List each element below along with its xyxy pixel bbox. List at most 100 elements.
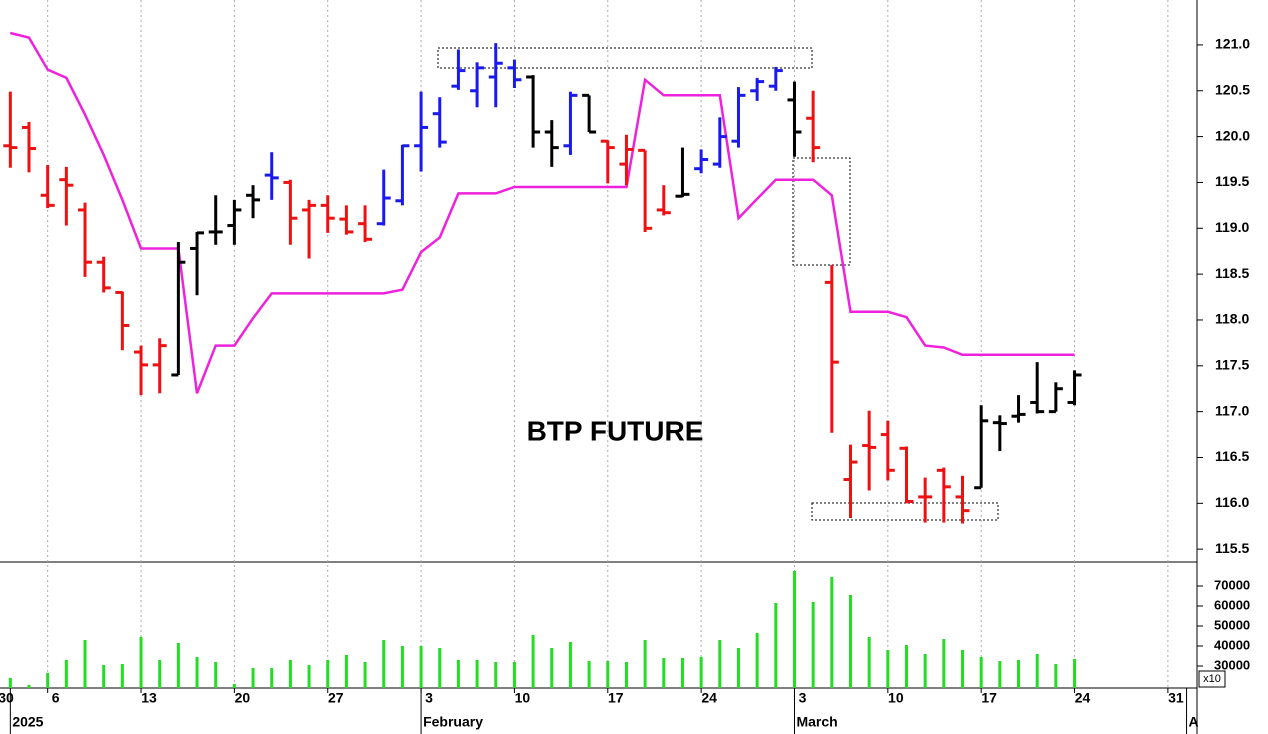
y-tick-label: 115.5 bbox=[1215, 540, 1249, 556]
volume-bar bbox=[550, 648, 554, 688]
volume-bar bbox=[643, 640, 647, 688]
volume-bar bbox=[568, 642, 572, 688]
volume-bar bbox=[1035, 654, 1039, 688]
volume-bar bbox=[102, 665, 106, 688]
annotation: BTP FUTURE bbox=[527, 415, 704, 446]
volume-bar bbox=[438, 648, 442, 688]
volume-bar bbox=[363, 662, 367, 688]
y-tick-label: 40000 bbox=[1214, 637, 1250, 652]
x-tick-label: 17 bbox=[608, 690, 624, 706]
volume-bar bbox=[382, 640, 386, 688]
volume-bar bbox=[344, 655, 348, 688]
volume-bar bbox=[662, 658, 666, 688]
volume-bar bbox=[624, 662, 628, 688]
gap-box bbox=[792, 157, 851, 266]
volume-bar bbox=[475, 660, 479, 688]
volume-bar bbox=[307, 665, 311, 688]
volume-bar bbox=[176, 643, 180, 688]
month-label: February bbox=[423, 714, 483, 730]
volume-bar bbox=[811, 602, 815, 688]
volume-bar bbox=[699, 657, 703, 688]
x-tick-label: 24 bbox=[701, 690, 717, 706]
month-label: A bbox=[1189, 714, 1199, 730]
volume-bar bbox=[867, 637, 871, 688]
volume-unit: x10 bbox=[1203, 673, 1221, 685]
volume-bar bbox=[848, 595, 852, 688]
x-tick-label: 24 bbox=[1075, 690, 1091, 706]
volume-bar bbox=[830, 577, 834, 688]
y-tick-label: 50000 bbox=[1214, 617, 1250, 632]
volume-bar bbox=[923, 654, 927, 688]
y-tick-label: 121.0 bbox=[1215, 36, 1250, 52]
x-tick-label: 10 bbox=[888, 690, 904, 706]
y-tick-label: 120.0 bbox=[1215, 127, 1250, 143]
volume-bar bbox=[46, 673, 50, 688]
x-tick-label: 20 bbox=[235, 690, 251, 706]
volume-bar bbox=[288, 660, 292, 688]
y-tick-label: 70000 bbox=[1214, 577, 1250, 592]
volume-bar bbox=[680, 658, 684, 688]
volume-bar bbox=[755, 633, 759, 688]
x-tick-label: 31 bbox=[1168, 690, 1184, 706]
volume-bar bbox=[214, 662, 218, 688]
volume-bar bbox=[979, 657, 983, 688]
volume-bar bbox=[736, 648, 740, 688]
x-tick-label: 6 bbox=[52, 690, 60, 706]
volume-bar bbox=[1054, 664, 1058, 688]
volume-bar bbox=[942, 639, 946, 688]
x-tick-label: 17 bbox=[981, 690, 997, 706]
volume-bar bbox=[139, 637, 143, 688]
volume-bar bbox=[774, 603, 778, 688]
volume-bar bbox=[494, 662, 498, 688]
volume-bar bbox=[718, 640, 722, 688]
x-tick-label: 13 bbox=[141, 690, 157, 706]
month-label: 2025 bbox=[12, 714, 43, 730]
volume-bar bbox=[158, 660, 162, 688]
x-tick-label: 10 bbox=[515, 690, 531, 706]
volume-bar bbox=[1073, 659, 1077, 688]
y-tick-label: 117.0 bbox=[1215, 402, 1249, 418]
y-tick-label: 60000 bbox=[1214, 597, 1250, 612]
volume-bar bbox=[120, 664, 124, 688]
y-tick-label: 119.5 bbox=[1215, 173, 1249, 189]
y-tick-label: 117.5 bbox=[1215, 357, 1249, 373]
volume-bar bbox=[886, 650, 890, 688]
volume-bar bbox=[1017, 660, 1021, 688]
x-tick-label: 27 bbox=[328, 690, 344, 706]
y-tick-label: 120.5 bbox=[1215, 81, 1250, 97]
volume-bar bbox=[232, 684, 236, 688]
unit-box bbox=[1198, 670, 1226, 688]
volume-bar bbox=[905, 645, 908, 688]
volume-bar bbox=[195, 657, 199, 688]
volume-bar bbox=[270, 668, 274, 688]
volume-bar bbox=[606, 661, 610, 688]
volume-bar bbox=[326, 660, 330, 688]
volume-bar bbox=[531, 635, 535, 688]
indicator-line bbox=[10, 31, 1075, 394]
x-tick-label: 3 bbox=[799, 690, 807, 706]
y-tick-label: 116.5 bbox=[1215, 448, 1249, 464]
volume-bar bbox=[961, 650, 965, 688]
volume-bar bbox=[998, 661, 1002, 688]
range-box bbox=[437, 47, 813, 69]
y-tick-label: 118.5 bbox=[1215, 265, 1249, 281]
y-tick-label: 30000 bbox=[1214, 657, 1250, 672]
volume-bar bbox=[83, 640, 87, 688]
volume-bar bbox=[456, 660, 460, 688]
volume-bar bbox=[251, 668, 255, 688]
x-tick-label: 30 bbox=[0, 690, 14, 706]
volume-bar bbox=[8, 678, 12, 688]
month-label: March bbox=[796, 714, 837, 730]
y-tick-label: 116.0 bbox=[1215, 494, 1249, 510]
volume-bar bbox=[400, 646, 404, 688]
y-tick-label: 119.0 bbox=[1215, 219, 1249, 235]
x-tick-label: 3 bbox=[425, 690, 433, 706]
volume-bar bbox=[792, 571, 796, 688]
volume-bar bbox=[64, 660, 68, 688]
volume-bar bbox=[587, 661, 591, 688]
volume-bar bbox=[419, 646, 423, 688]
y-tick-label: 118.0 bbox=[1215, 311, 1249, 327]
volume-bar bbox=[27, 685, 31, 688]
